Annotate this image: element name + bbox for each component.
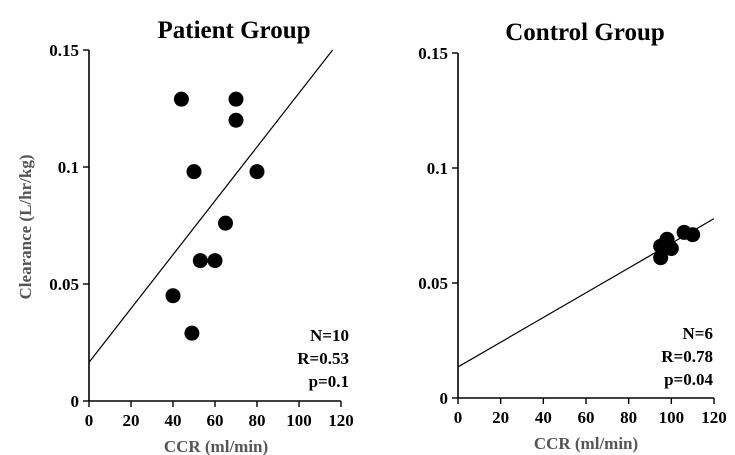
data-points (165, 91, 265, 341)
stat-r: R=0.78 (661, 347, 713, 366)
x-tick-label: 20 (123, 411, 140, 430)
chart-title: Control Group (505, 19, 665, 46)
data-point (228, 112, 244, 128)
data-points (653, 224, 701, 266)
x-tick-label: 120 (328, 411, 354, 430)
y-tick-label: 0.1 (427, 159, 448, 178)
data-point (165, 288, 181, 304)
x-tick-label: 40 (165, 411, 182, 430)
regression-line (88, 49, 334, 363)
data-point (218, 215, 233, 231)
panel-control-group: Control Group CCR (ml/min) 0 20 40 60 80 100 1… (418, 19, 727, 453)
data-point (186, 164, 202, 180)
stat-p: p=0.04 (664, 370, 713, 389)
x-tick-label: 0 (454, 408, 463, 427)
axes: 0 20 40 60 80 100 120 0 0.05 0.1 0.15 (418, 44, 727, 427)
stats-box: N=6 R=0.78 p=0.04 (661, 324, 713, 389)
x-tick-label: 80 (620, 408, 637, 427)
y-tick-label: 0.15 (418, 44, 448, 63)
fit-line-group (457, 218, 715, 368)
data-point (228, 91, 244, 107)
stat-r: R=0.53 (297, 349, 349, 368)
x-tick-label: 80 (249, 411, 266, 430)
data-point (192, 253, 208, 269)
data-point (184, 325, 200, 341)
data-point (207, 253, 223, 269)
stats-box: N=10 R=0.53 p=0.1 (297, 326, 349, 391)
data-point (685, 227, 701, 243)
x-tick-label: 120 (701, 408, 727, 427)
panel-patient-group: Patient Group Clearance (L/hr/kg) CCR (m… (16, 17, 354, 455)
x-tick-label: 60 (207, 411, 224, 430)
y-tick-label: 0.05 (49, 275, 79, 294)
y-tick-label: 0.05 (418, 274, 448, 293)
x-tick-label: 100 (286, 411, 312, 430)
fit-line-group (88, 49, 334, 363)
x-axis-label: CCR (ml/min) (534, 434, 638, 453)
x-tick-label: 60 (578, 408, 595, 427)
y-tick-label: 0 (440, 389, 449, 408)
data-point (653, 250, 669, 266)
data-point (173, 91, 189, 107)
data-point (249, 164, 265, 180)
x-tick-label: 100 (659, 408, 685, 427)
stat-n: N=6 (683, 324, 713, 343)
data-point (663, 241, 679, 256)
x-tick-label: 40 (535, 408, 552, 427)
x-tick-label: 20 (492, 408, 509, 427)
regression-line (457, 218, 715, 368)
stat-p: p=0.1 (309, 372, 349, 391)
y-tick-label: 0.1 (58, 158, 79, 177)
axes: 0 20 40 60 80 100 120 0 0.05 0.1 0.15 (49, 41, 354, 430)
y-tick-label: 0 (71, 392, 80, 411)
chart-title: Patient Group (157, 17, 310, 44)
x-tick-label: 0 (85, 411, 94, 430)
stat-n: N=10 (310, 326, 349, 345)
y-tick-label: 0.15 (49, 41, 79, 60)
y-axis-label: Clearance (L/hr/kg) (16, 155, 35, 300)
x-axis-label: CCR (ml/min) (164, 437, 268, 455)
